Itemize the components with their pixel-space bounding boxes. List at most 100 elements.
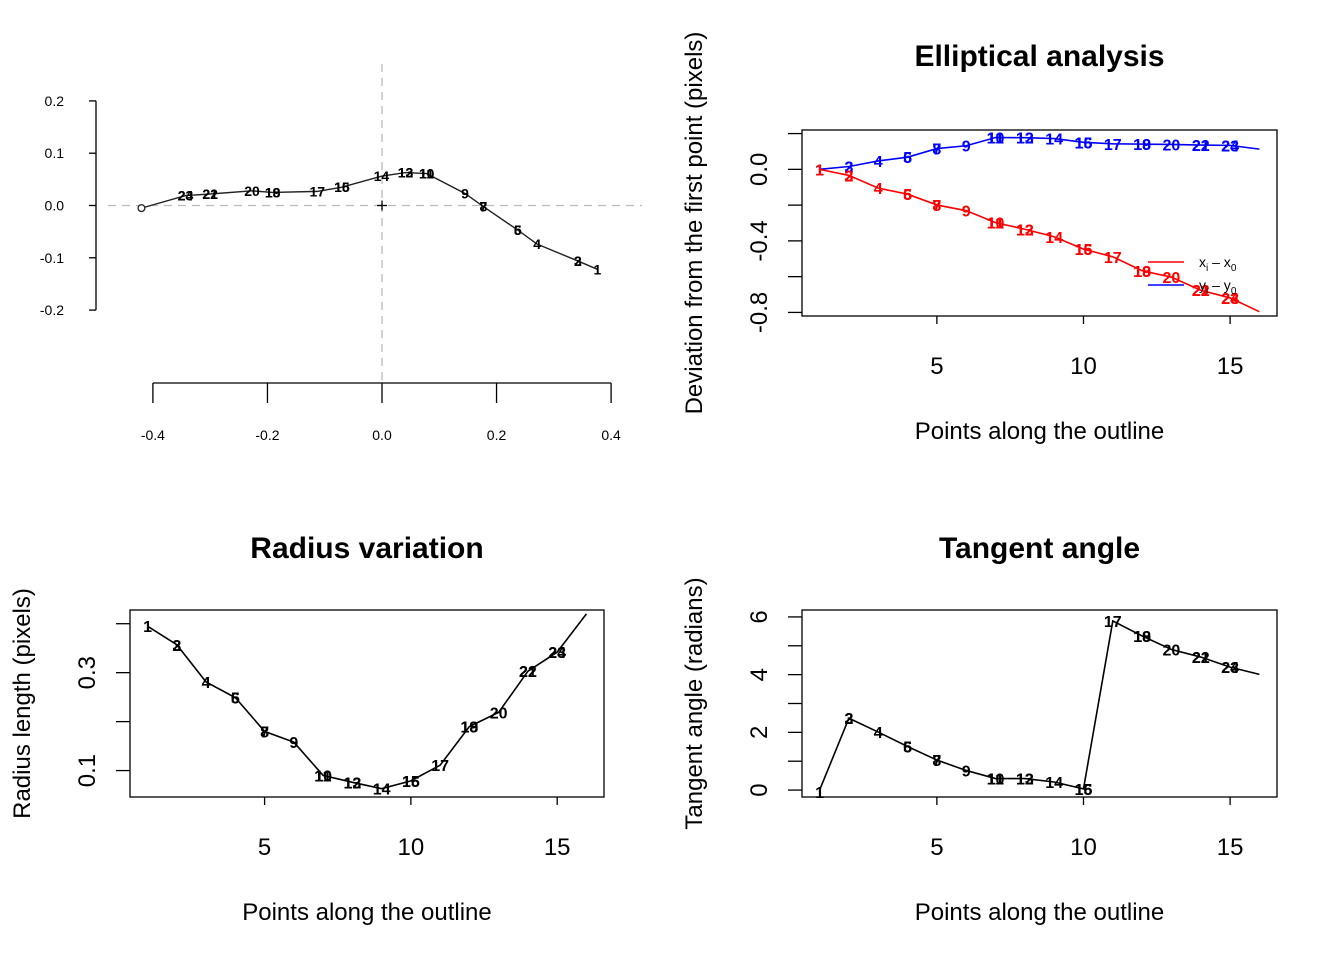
point-label: 15: [402, 774, 420, 791]
x-axis-label: Points along the outline: [915, 418, 1165, 445]
point-label: 6: [903, 187, 912, 204]
point-label: 24: [178, 188, 194, 204]
chart-title: Elliptical analysis: [914, 40, 1164, 73]
point-label: 19: [265, 184, 281, 200]
x-tick-label: 15: [1217, 834, 1244, 861]
series-line: [819, 136, 1260, 171]
y-tick-label: 6: [746, 610, 773, 623]
point-label: 6: [903, 739, 912, 756]
point-label: 8: [479, 199, 487, 215]
point-label: 24: [1221, 660, 1239, 677]
y-axis-label: Deviation from the first point (pixels): [681, 32, 708, 415]
point-label: 7: [479, 199, 487, 215]
point-label: 9: [289, 735, 298, 752]
point-label: 14: [373, 782, 391, 799]
point-label: 16: [1075, 135, 1093, 152]
point-label: 11: [419, 166, 434, 182]
y-tick-label: 0.0: [45, 198, 65, 214]
point-label: 12: [343, 775, 361, 792]
point-label: 20: [1163, 137, 1181, 154]
point-label: 2: [574, 253, 582, 269]
point-label: 9: [962, 763, 971, 780]
point-label: 6: [514, 222, 522, 238]
point-label: 22: [202, 186, 218, 202]
outline-start-marker: [137, 204, 146, 213]
point-label: 14: [1045, 230, 1063, 247]
x-tick-label: 10: [1070, 834, 1097, 861]
y-tick-label: 0.1: [74, 754, 101, 787]
legend-label: yi – y0: [1199, 277, 1237, 297]
y-tick-label: 0.3: [74, 656, 101, 689]
point-label: 20: [1163, 270, 1181, 287]
point-label: 2: [172, 638, 181, 655]
point-label: 1: [815, 162, 824, 179]
legend-sub: 0: [1231, 263, 1237, 274]
legend-var: y: [1199, 277, 1206, 293]
y-tick-label: 0: [746, 783, 773, 796]
point-label: 18: [1133, 629, 1151, 646]
point-label: 23: [1221, 660, 1239, 677]
point-label: 7: [932, 198, 941, 215]
point-label: 1: [593, 261, 601, 277]
point-label: 2: [844, 159, 853, 176]
point-label: 4: [874, 154, 883, 171]
point-label: 13: [1016, 222, 1034, 239]
legend-rest: – y: [1208, 277, 1231, 293]
point-label: 2: [844, 711, 853, 728]
point-label: 11: [987, 131, 1004, 148]
point-label: 6: [903, 150, 912, 167]
point-label: 14: [374, 168, 390, 184]
x-tick-label: -0.2: [255, 427, 279, 443]
point-label: 4: [533, 236, 541, 252]
y-tick-label: -0.4: [746, 220, 773, 261]
point-label: 5: [903, 187, 912, 204]
point-label: 11: [987, 216, 1004, 233]
point-label: 15: [1075, 135, 1093, 152]
y-tick-label: -0.1: [40, 250, 64, 266]
point-label: 18: [265, 184, 281, 200]
point-label: 19: [1133, 629, 1151, 646]
point-label: 13: [398, 165, 414, 181]
y-tick-label: 0.0: [746, 153, 773, 186]
point-label: 5: [903, 739, 912, 756]
point-label: 21: [519, 664, 537, 681]
series-line: [147, 613, 588, 790]
point-label: 15: [334, 179, 350, 195]
point-label: 17: [1104, 614, 1122, 631]
point-label: 18: [1133, 264, 1151, 281]
x-tick-label: 10: [1070, 353, 1097, 380]
point-label: 15: [1075, 782, 1093, 799]
point-label: 8: [932, 753, 941, 770]
point-label: 7: [260, 724, 269, 741]
plot-frame: [129, 609, 605, 798]
point-label: 13: [1016, 772, 1034, 789]
point-label: 4: [202, 675, 211, 692]
legend-sub: i: [1206, 263, 1208, 274]
y-tick-label: 0.1: [45, 145, 65, 161]
x-axis-label: Points along the outline: [915, 899, 1165, 926]
x-tick-label: 5: [930, 834, 943, 861]
point-label: 8: [932, 198, 941, 215]
y-axis-label: Tangent angle (radians): [681, 577, 708, 829]
plot-frame: [801, 129, 1278, 317]
point-label: 5: [231, 691, 240, 708]
point-label: 23: [1221, 138, 1239, 155]
point-label: 10: [314, 768, 332, 785]
x-tick-label: 0.0: [372, 427, 392, 443]
point-label: 11: [315, 768, 332, 785]
point-label: 21: [202, 186, 218, 202]
point-label: 15: [1075, 242, 1093, 259]
point-label: 20: [490, 705, 508, 722]
point-label: 3: [844, 168, 853, 185]
point-label: 19: [1133, 137, 1151, 154]
x-tick-label: 15: [1217, 353, 1244, 380]
point-label: 23: [1221, 291, 1239, 308]
legend-var: x: [1199, 254, 1206, 270]
point-label: 9: [962, 204, 971, 221]
point-label: 16: [334, 179, 350, 195]
point-label: 4: [874, 725, 883, 742]
x-tick-label: 0.4: [601, 427, 621, 443]
point-label: 20: [1163, 643, 1181, 660]
